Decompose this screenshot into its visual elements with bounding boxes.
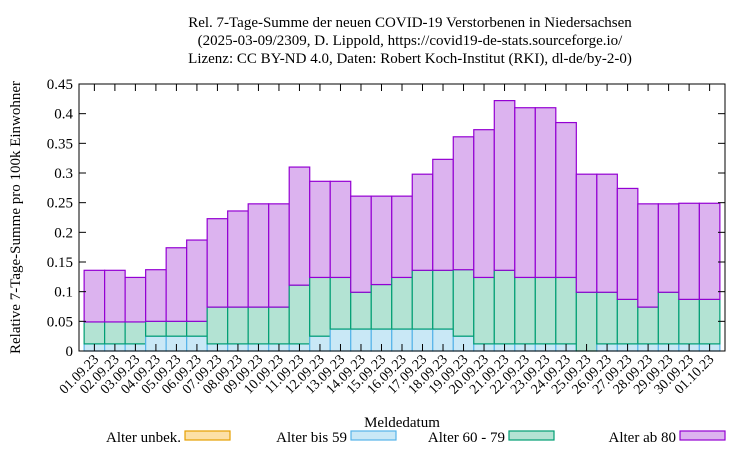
bar-2-6 bbox=[206, 306, 229, 345]
bar-3-23 bbox=[555, 121, 577, 279]
bar-3-17 bbox=[432, 158, 454, 271]
x-axis-label: Meldedatum bbox=[364, 415, 440, 431]
bar-2-30 bbox=[698, 298, 721, 345]
bar-2-3 bbox=[145, 320, 167, 337]
bar-2-4 bbox=[165, 320, 188, 337]
chart-title-line-2: (2025-03-09/2309, D. Lippold, https://co… bbox=[197, 33, 623, 49]
bar-3-10 bbox=[288, 166, 311, 286]
bar-3-12 bbox=[329, 180, 352, 279]
bar-3-29 bbox=[678, 202, 700, 300]
legend-label-3: Alter ab 80 bbox=[609, 430, 676, 446]
bar-3-1 bbox=[104, 269, 126, 323]
bar-3-0 bbox=[83, 269, 106, 323]
bar-3-4 bbox=[165, 247, 188, 322]
bar-2-15 bbox=[391, 276, 413, 330]
y-tick-label-2: 0.1 bbox=[54, 285, 73, 301]
y-tick-label-6: 0.3 bbox=[54, 166, 73, 182]
y-tick-label-3: 0.15 bbox=[47, 255, 73, 271]
bar-2-10 bbox=[288, 284, 311, 345]
bar-2-18 bbox=[452, 269, 475, 337]
bar-3-7 bbox=[227, 210, 249, 308]
bar-3-27 bbox=[637, 203, 659, 308]
y-tick-label-0: 0 bbox=[66, 344, 74, 360]
legend-swatch-3 bbox=[679, 430, 726, 441]
bar-2-20 bbox=[493, 269, 516, 345]
bar-2-24 bbox=[575, 291, 598, 352]
bar-2-16 bbox=[411, 269, 434, 330]
legend-label-1: Alter bis 59 bbox=[276, 430, 347, 446]
bar-3-26 bbox=[616, 187, 639, 300]
bar-2-5 bbox=[186, 320, 208, 337]
bar-3-24 bbox=[575, 173, 598, 293]
legend: Alter unbek. Alter bis 59 Alter 60 - 79 Alt… bbox=[106, 430, 726, 446]
bar-2-14 bbox=[370, 283, 393, 330]
bar-3-3 bbox=[145, 269, 167, 322]
bar-2-17 bbox=[432, 269, 454, 330]
bar-3-8 bbox=[247, 203, 270, 308]
bar-2-26 bbox=[616, 298, 639, 345]
y-axis: 0 0.05 0.1 0.15 0.2 0.25 0.3 0.35 0.4 0.45 bbox=[47, 77, 725, 360]
bar-2-19 bbox=[473, 276, 495, 345]
legend-label-0: Alter unbek. bbox=[106, 430, 181, 446]
bar-2-1 bbox=[104, 321, 126, 345]
plot-frame bbox=[78, 83, 726, 352]
bar-3-30 bbox=[698, 202, 721, 300]
bar-2-23 bbox=[555, 276, 577, 345]
bar-2-7 bbox=[227, 306, 249, 345]
bar-3-20 bbox=[493, 100, 516, 271]
bar-2-13 bbox=[350, 291, 372, 330]
chart-title-line-3: Lizenz: CC BY-ND 4.0, Daten: Robert Koch… bbox=[188, 51, 632, 67]
bar-3-25 bbox=[596, 173, 618, 293]
bar-2-28 bbox=[657, 291, 680, 345]
bar-2-22 bbox=[534, 276, 557, 345]
legend-swatch-0 bbox=[184, 430, 231, 441]
bar-2-27 bbox=[637, 306, 659, 345]
bar-3-13 bbox=[350, 195, 372, 293]
bar-2-29 bbox=[678, 298, 700, 345]
bar-2-21 bbox=[514, 276, 536, 345]
bar-3-19 bbox=[473, 129, 495, 279]
bar-3-14 bbox=[370, 195, 393, 286]
y-tick-label-5: 0.25 bbox=[47, 196, 73, 212]
bar-3-18 bbox=[452, 136, 475, 271]
bar-2-8 bbox=[247, 306, 270, 345]
bar-2-12 bbox=[329, 276, 352, 330]
bar-3-11 bbox=[309, 180, 331, 279]
y-axis-label: Relative 7-Tage-Summe pro 100k Einwohner bbox=[8, 81, 24, 354]
bar-2-11 bbox=[309, 276, 331, 337]
y-tick-label-4: 0.2 bbox=[54, 225, 73, 241]
y-tick-label-1: 0.05 bbox=[47, 314, 73, 330]
y-tick-label-8: 0.4 bbox=[54, 107, 73, 123]
legend-swatch-2 bbox=[508, 430, 555, 441]
bar-3-21 bbox=[514, 107, 536, 279]
bar-3-9 bbox=[268, 203, 290, 308]
bar-3-6 bbox=[206, 218, 229, 308]
bar-2-25 bbox=[596, 291, 618, 345]
bar-2-0 bbox=[83, 321, 106, 345]
bar-3-15 bbox=[391, 195, 413, 279]
legend-swatch-1 bbox=[350, 430, 397, 441]
legend-label-2: Alter 60 - 79 bbox=[428, 430, 505, 446]
bar-3-16 bbox=[411, 173, 434, 271]
bars-layer bbox=[83, 100, 721, 352]
y-tick-label-7: 0.35 bbox=[47, 136, 73, 152]
bar-3-5 bbox=[186, 239, 208, 322]
bar-3-28 bbox=[657, 203, 680, 293]
y-tick-label-9: 0.45 bbox=[47, 77, 73, 93]
bar-2-2 bbox=[124, 321, 147, 345]
bar-3-2 bbox=[124, 276, 147, 323]
bar-2-9 bbox=[268, 306, 290, 345]
bar-3-22 bbox=[534, 107, 557, 279]
chart-title-line-1: Rel. 7-Tage-Summe der neuen COVID-19 Ver… bbox=[188, 15, 632, 31]
